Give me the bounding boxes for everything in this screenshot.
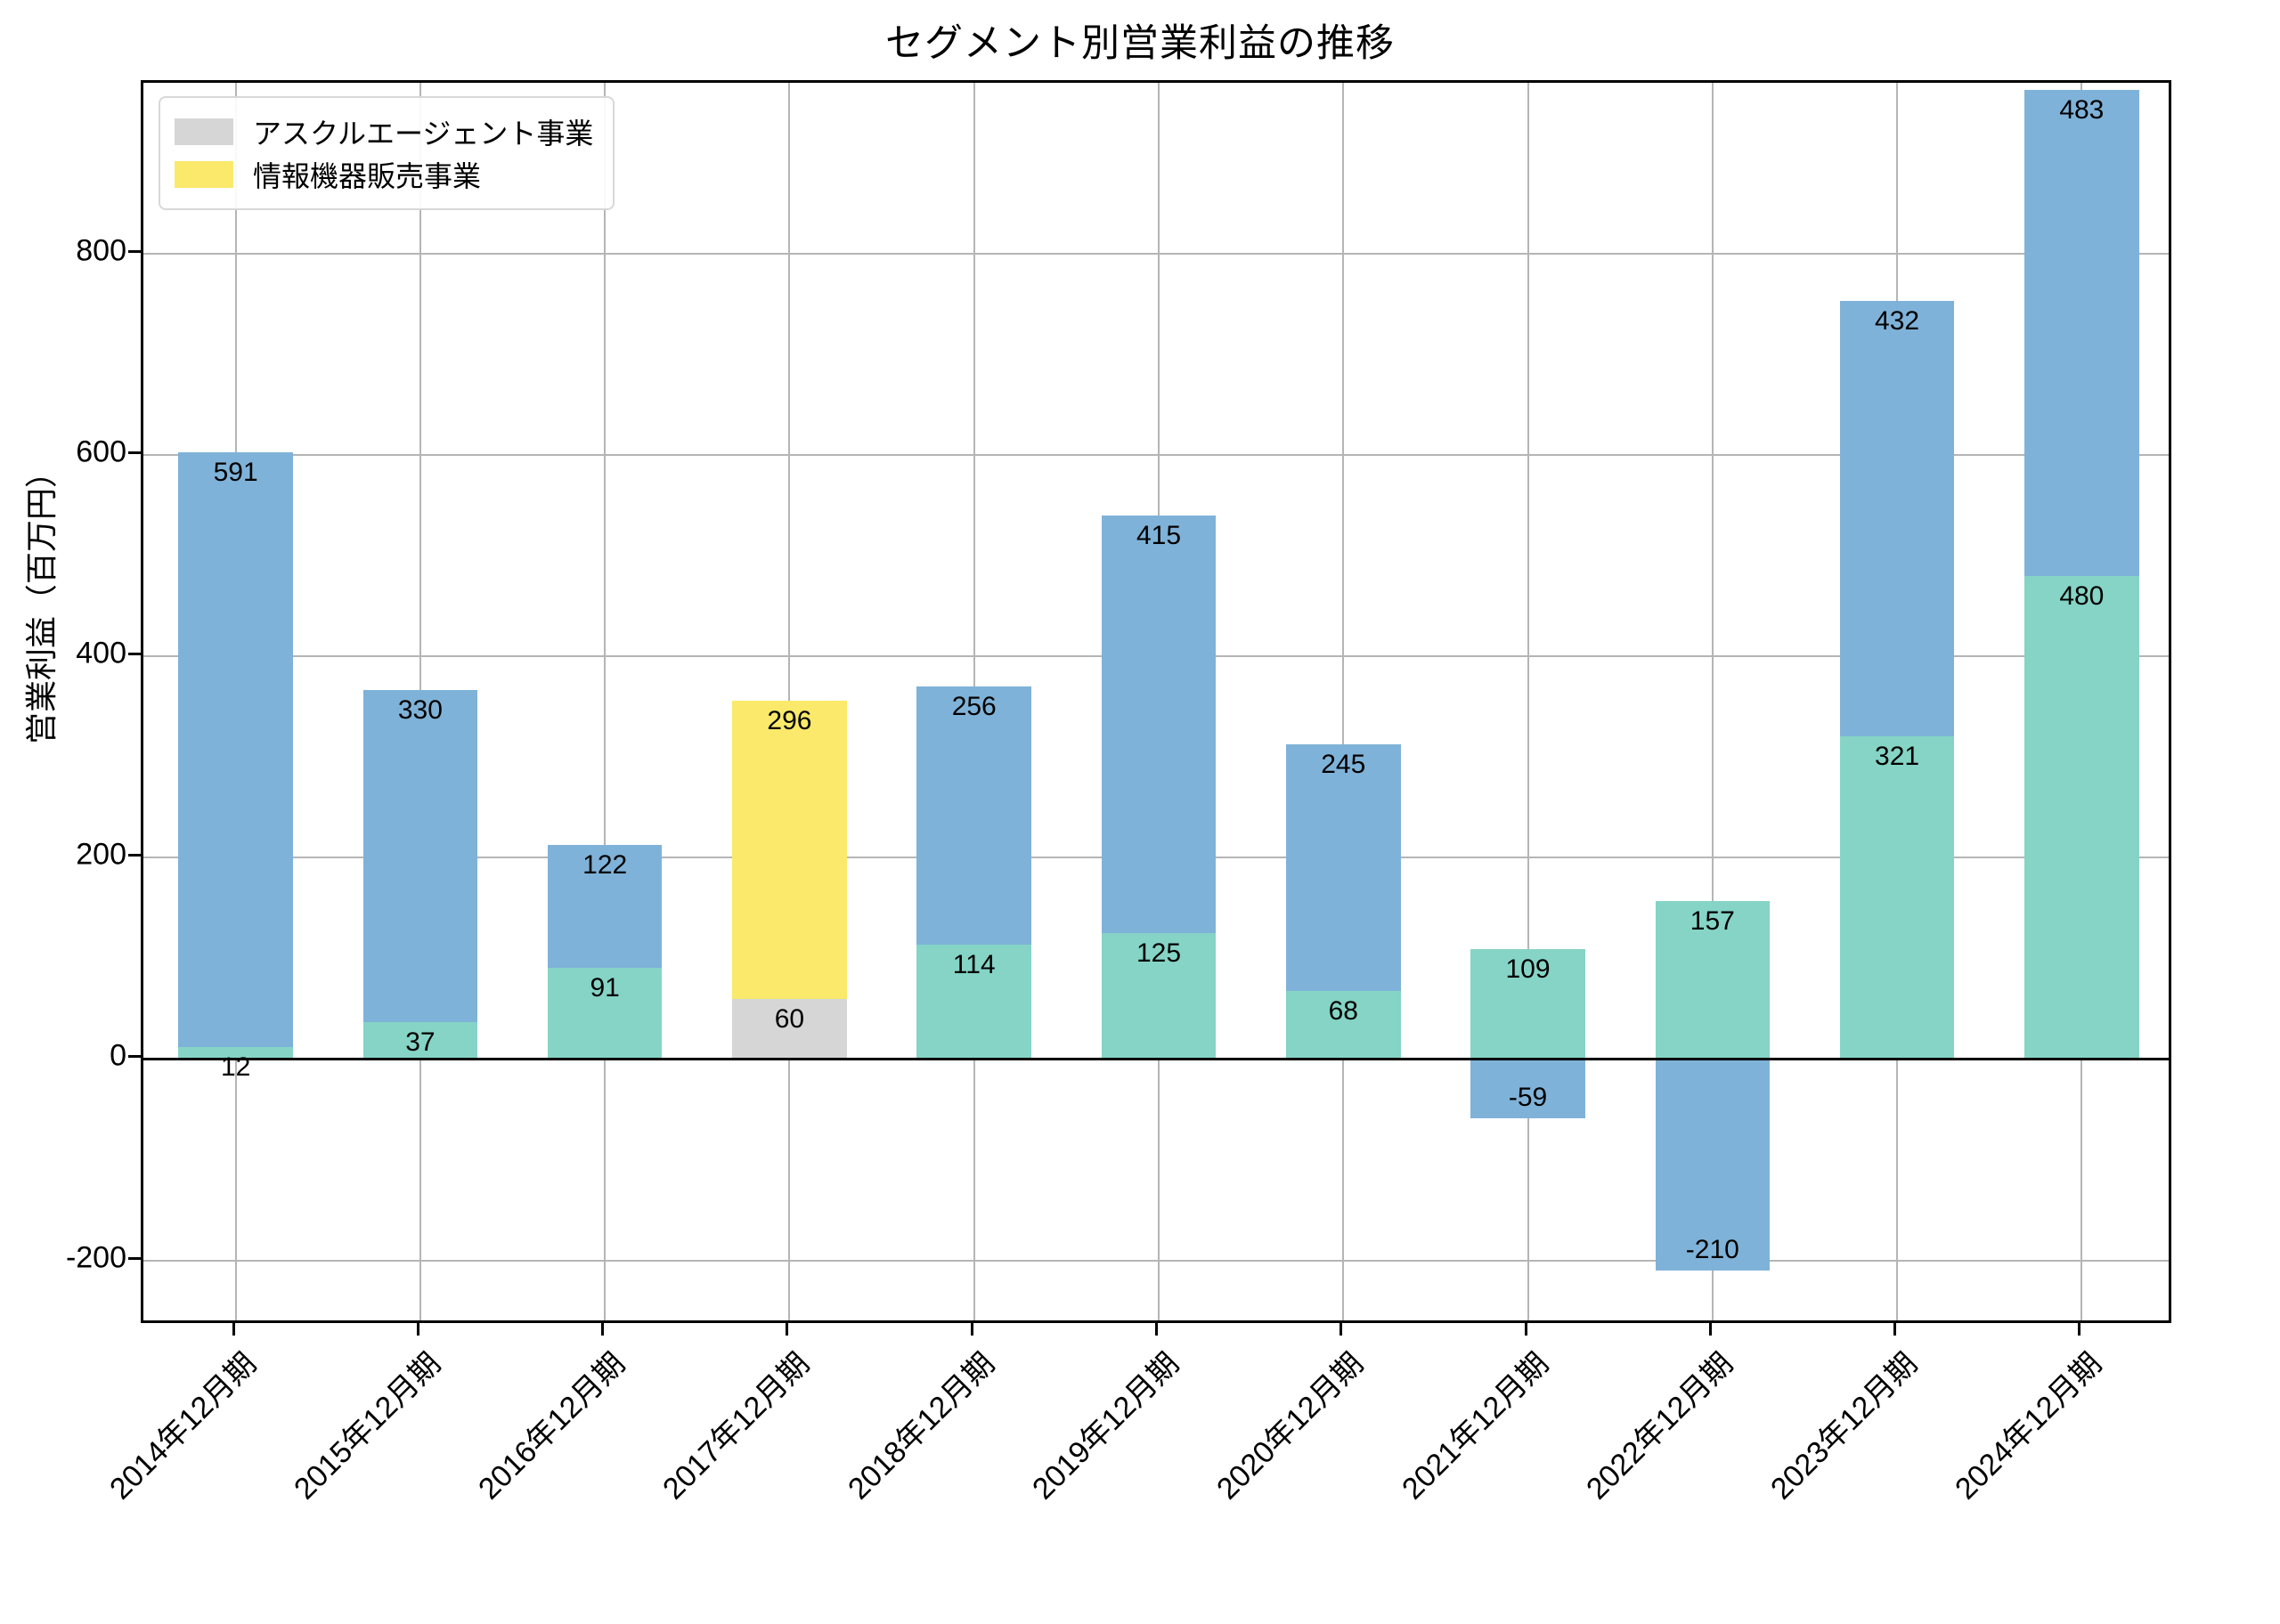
bar-value-label: -59 [1508, 1083, 1548, 1113]
gridline-horizontal [143, 454, 2169, 457]
bar-value-label: 157 [1690, 905, 1735, 936]
plot-area: 12 591 37 330 91 122 60 296 114 256 125 415 68 245 109… [141, 80, 2171, 1323]
bar-segment[interactable]: 591 [178, 451, 293, 1047]
y-axis-tick [128, 1055, 141, 1059]
y-axis-tick-label: 200 [76, 837, 126, 872]
bar-value-label: 480 [2059, 581, 2105, 611]
legend-swatch-icon [175, 118, 233, 145]
x-axis-tick [1155, 1323, 1158, 1336]
bar-value-label: 91 [590, 972, 620, 1003]
bar-value-label: -210 [1685, 1234, 1739, 1264]
y-axis-tick [128, 653, 141, 656]
x-axis-tick [232, 1323, 235, 1336]
bar-value-label: 296 [767, 706, 812, 736]
bar-segment[interactable]: 296 [732, 701, 847, 999]
bar-value-label: 432 [1875, 306, 1920, 337]
bar-value-label: 68 [1328, 995, 1358, 1026]
bar-value-label: 591 [213, 457, 258, 487]
bar-segment[interactable]: 415 [1101, 516, 1217, 934]
bar-segment[interactable]: 12 [178, 1046, 293, 1082]
y-axis-tick [128, 451, 141, 455]
bar-segment[interactable]: -59 [1470, 1059, 1585, 1119]
bar-segment[interactable]: 125 [1101, 933, 1217, 1060]
bar-value-label: 60 [774, 1003, 805, 1034]
y-axis-tick [128, 854, 141, 857]
legend-swatch-icon [175, 161, 233, 188]
x-axis-tick [601, 1323, 605, 1336]
y-axis-tick-label: 400 [76, 636, 126, 670]
bar-segment[interactable]: 483 [2024, 89, 2139, 576]
bar-value-label: 125 [1136, 938, 1182, 969]
y-axis-tick-label: 0 [110, 1038, 126, 1073]
x-axis-tick [1708, 1323, 1712, 1336]
y-axis-tick-label: -200 [65, 1240, 126, 1275]
y-axis-tick-label: 800 [76, 233, 126, 268]
x-axis-tick [1524, 1323, 1527, 1336]
legend-item-label: アスクルエージェント事業 [253, 118, 594, 150]
gridline-vertical [1527, 83, 1529, 1320]
chart-title: セグメント別営業利益の推移 [885, 22, 1395, 65]
bar-value-label: 37 [405, 1027, 436, 1057]
legend-item-label: 情報機器販売事業 [253, 160, 482, 192]
y-axis-tick-label: 600 [76, 434, 126, 469]
bar-segment[interactable]: 68 [1286, 990, 1401, 1060]
y-axis-tick [128, 250, 141, 254]
bar-segment[interactable]: 245 [1286, 743, 1401, 991]
bar-value-label: 321 [1875, 741, 1920, 771]
x-axis-tick [970, 1323, 973, 1336]
chart-figure: セグメント別営業利益の推移 営業利益（百万円） 12 591 37 330 91 122 6… [23, 22, 2171, 1506]
bar-segment[interactable]: 321 [1839, 735, 1955, 1060]
bar-segment[interactable]: 114 [916, 944, 1031, 1060]
bar-segment[interactable]: 60 [732, 998, 847, 1060]
gridline-horizontal [143, 253, 2169, 256]
bar-value-label: 109 [1505, 954, 1551, 985]
x-axis-tick [786, 1323, 789, 1336]
y-axis-tick [128, 1256, 141, 1260]
bar-value-label: 415 [1136, 521, 1182, 551]
x-axis-tick [2078, 1323, 2081, 1336]
bar-segment[interactable]: 37 [362, 1021, 478, 1060]
bar-value-label: 12 [220, 1052, 251, 1082]
bar-segment[interactable]: 256 [916, 686, 1031, 945]
bar-value-label: 114 [952, 949, 996, 979]
x-axis-tick [416, 1323, 419, 1336]
zero-line [143, 1058, 2169, 1061]
bar-segment[interactable]: 122 [547, 844, 663, 968]
gridline-vertical [1342, 83, 1345, 1320]
bar-value-label: 256 [951, 692, 997, 722]
gridline-vertical [604, 83, 607, 1320]
bar-segment[interactable]: 480 [2024, 575, 2139, 1060]
gridline-vertical [1711, 83, 1714, 1320]
bar-segment[interactable]: 109 [1470, 949, 1585, 1060]
gridline-horizontal [143, 1259, 2169, 1262]
bar-segment[interactable]: 432 [1839, 301, 1955, 736]
bar-value-label: 483 [2059, 94, 2105, 125]
bar-value-label: 122 [582, 849, 628, 880]
bar-value-label: 245 [1321, 749, 1366, 779]
x-axis-tick [1340, 1323, 1343, 1336]
x-axis-tick [1893, 1323, 1897, 1336]
bar-value-label: 330 [397, 694, 443, 725]
chart-legend: アスクルエージェント事業 情報機器販売事業 [159, 96, 615, 210]
y-axis-label: 営業利益（百万円） [23, 456, 60, 745]
legend-item[interactable]: 情報機器販売事業 [175, 153, 593, 196]
bar-segment[interactable]: 330 [362, 689, 478, 1022]
bar-segment[interactable]: -210 [1655, 1059, 1771, 1271]
legend-item[interactable]: アスクルエージェント事業 [175, 110, 593, 153]
bar-segment[interactable]: 91 [547, 967, 663, 1060]
bar-segment[interactable]: 157 [1655, 900, 1771, 1060]
